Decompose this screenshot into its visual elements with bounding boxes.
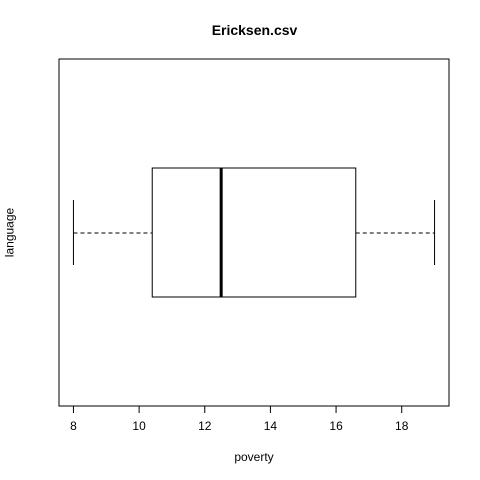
x-tick-label: 18 [395,419,409,433]
x-axis-label: poverty [234,450,273,464]
x-tick-label: 8 [70,419,77,433]
x-axis: 8 10 12 14 16 18 [70,405,409,433]
y-axis-label: language [3,207,17,257]
chart-title: Ericksen.csv [212,22,298,38]
x-tick-label: 14 [264,419,278,433]
interquartile-box [151,167,357,298]
x-tick-label: 12 [198,419,212,433]
boxplot-group [72,167,436,298]
x-tick-label: 10 [132,419,146,433]
x-tick-label: 16 [329,419,343,433]
